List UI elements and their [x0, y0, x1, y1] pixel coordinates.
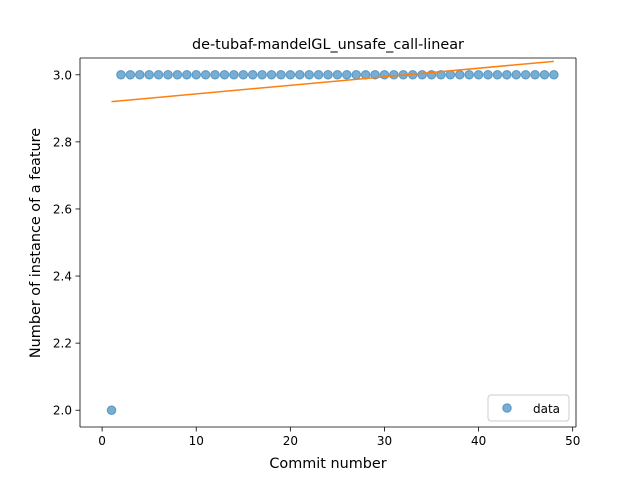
legend-frame	[487, 394, 570, 422]
data-point	[247, 69, 258, 80]
data-point	[549, 69, 559, 80]
x-tick-label: 0	[98, 434, 106, 448]
y-tick-label: 2.6	[53, 202, 72, 216]
data-point	[313, 69, 324, 80]
data-point	[332, 69, 343, 80]
data-point	[511, 69, 522, 80]
plot-area: 0 10 20 30 40 50 2.0 2.2 2.4 2.6 2.8 3.0	[53, 57, 580, 448]
data-point	[539, 69, 550, 80]
data-point	[125, 69, 136, 80]
legend: data	[487, 394, 570, 422]
data-point	[294, 69, 305, 80]
y-axis-label: Number of instance of a feature	[28, 128, 44, 358]
data-point	[106, 405, 117, 416]
data-point	[389, 69, 399, 80]
data-point	[323, 69, 333, 80]
data-point	[257, 69, 267, 80]
data-point	[229, 69, 239, 80]
chart-title: de-tubaf-mandelGL_unsafe_call-linear	[192, 37, 464, 53]
data-point	[351, 69, 362, 80]
data-point	[163, 69, 173, 80]
data-point	[144, 69, 154, 80]
data-point	[238, 69, 249, 80]
x-tick-label: 30	[377, 434, 392, 448]
x-axis-label: Commit number	[269, 456, 386, 472]
data-point	[492, 69, 503, 80]
fit-line	[111, 60, 554, 103]
data-point	[464, 69, 474, 80]
legend-label-data: data	[533, 402, 560, 416]
data-point	[436, 69, 446, 80]
x-tick-label: 20	[283, 434, 298, 448]
data-point	[454, 69, 465, 80]
y-tick-label: 3.0	[53, 68, 72, 82]
data-point	[116, 69, 126, 80]
data-point	[276, 69, 286, 80]
data-point	[219, 69, 230, 80]
y-tick-label: 2.2	[53, 337, 72, 351]
data-point	[182, 69, 192, 80]
x-tick-label: 50	[565, 434, 580, 448]
data-point	[285, 69, 296, 80]
data-point	[473, 69, 484, 80]
data-point	[191, 69, 202, 80]
data-point	[304, 69, 314, 80]
data-point	[502, 69, 512, 80]
y-tick-label: 2.8	[53, 135, 72, 149]
legend-marker-data	[502, 403, 512, 413]
data-point	[520, 69, 531, 80]
x-tick-label: 40	[471, 434, 486, 448]
data-point	[134, 69, 145, 80]
data-point	[530, 69, 540, 80]
x-tick-label: 10	[189, 434, 204, 448]
data-point	[417, 69, 427, 80]
data-point	[153, 69, 164, 80]
y-tick-label: 2.4	[53, 270, 72, 284]
data-point	[172, 69, 183, 80]
data-point	[200, 69, 211, 80]
data-point	[266, 69, 277, 80]
y-tick-label: 2.0	[53, 404, 72, 418]
data-point	[210, 69, 220, 80]
data-point	[483, 69, 493, 80]
data-point	[342, 69, 352, 80]
